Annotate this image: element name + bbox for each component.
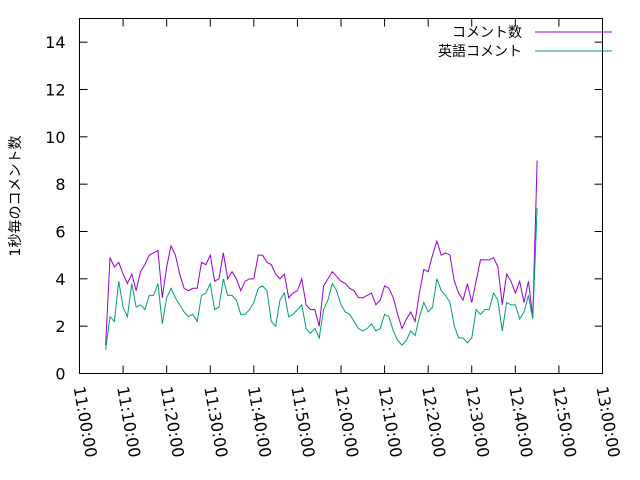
y-tick-label: 6 <box>55 223 65 242</box>
y-tick-label: 0 <box>55 365 65 384</box>
legend-label-0: コメント数 <box>452 25 522 41</box>
x-tick-label: 12:50:00 <box>549 385 580 459</box>
y-tick-label: 8 <box>55 175 65 194</box>
x-tick-label: 11:50:00 <box>287 385 318 459</box>
x-tick-label: 12:20:00 <box>418 385 449 459</box>
series-layer <box>105 160 538 350</box>
x-tick-label: 11:20:00 <box>157 385 188 459</box>
y-tick-label: 14 <box>45 33 65 52</box>
x-tick-label: 11:40:00 <box>244 385 275 459</box>
y-tick-label: 2 <box>55 317 65 336</box>
x-tick-label: 12:40:00 <box>505 385 536 459</box>
x-axis: 11:00:00 11:10:00 11:20:00 11:30:00 11:40:00… <box>70 18 624 459</box>
x-tick-label: 11:10:00 <box>113 385 144 459</box>
y-tick-label: 10 <box>45 128 65 147</box>
x-tick-label: 11:00:00 <box>70 385 101 459</box>
plot-frame <box>79 18 603 374</box>
x-tick-label: 12:00:00 <box>331 385 362 459</box>
x-tick-label: 13:00:00 <box>593 385 624 459</box>
y-axis: 0 2 4 6 8 10 12 14 <box>45 33 603 384</box>
y-tick-label: 12 <box>45 81 65 100</box>
y-axis-label: 1秒毎のコメント数 <box>8 136 24 257</box>
series-line-1 <box>105 207 538 350</box>
x-tick-label: 12:30:00 <box>462 385 493 459</box>
x-tick-label: 12:10:00 <box>375 385 406 459</box>
legend-label-1: 英語コメント <box>438 43 522 60</box>
x-tick-label: 11:30:00 <box>200 385 231 459</box>
y-tick-label: 4 <box>55 270 65 289</box>
series-line-0 <box>105 160 538 346</box>
